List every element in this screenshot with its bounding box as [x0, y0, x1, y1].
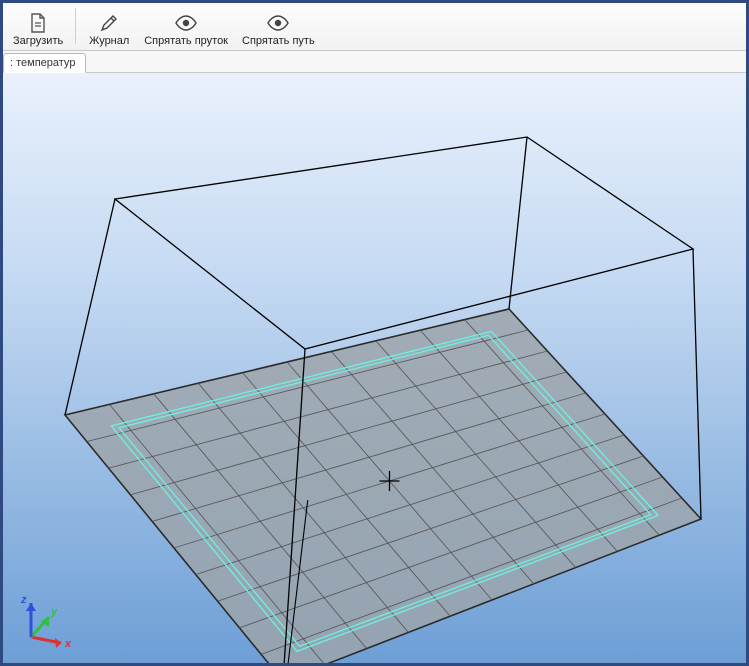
log-label: Журнал	[89, 35, 129, 47]
hide-path-label: Спрятать путь	[242, 35, 315, 47]
log-button[interactable]: Журнал	[84, 5, 134, 47]
scene-canvas	[3, 73, 746, 663]
tab-bar: : температур	[3, 51, 746, 73]
file-icon	[28, 12, 48, 34]
load-label: Загрузить	[13, 35, 63, 47]
toolbar: Загрузить Журнал Спрятать пруток Спрятат…	[3, 3, 746, 51]
toolbar-separator	[75, 8, 76, 44]
svg-text:z: z	[20, 594, 27, 606]
svg-text:y: y	[50, 606, 58, 618]
hide-filament-button[interactable]: Спрятать пруток	[140, 5, 232, 47]
eye-icon	[174, 12, 198, 34]
pencil-icon	[99, 12, 119, 34]
hide-path-button[interactable]: Спрятать путь	[238, 5, 319, 47]
load-button[interactable]: Загрузить	[9, 5, 67, 47]
tab-label: : температур	[10, 57, 75, 69]
viewport-3d[interactable]: x y z	[3, 73, 746, 663]
axis-gizmo[interactable]: x y z	[11, 585, 81, 655]
tab-temperature[interactable]: : температур	[3, 53, 86, 73]
eye-icon	[266, 12, 290, 34]
svg-text:x: x	[64, 638, 72, 650]
hide-filament-label: Спрятать пруток	[144, 35, 228, 47]
